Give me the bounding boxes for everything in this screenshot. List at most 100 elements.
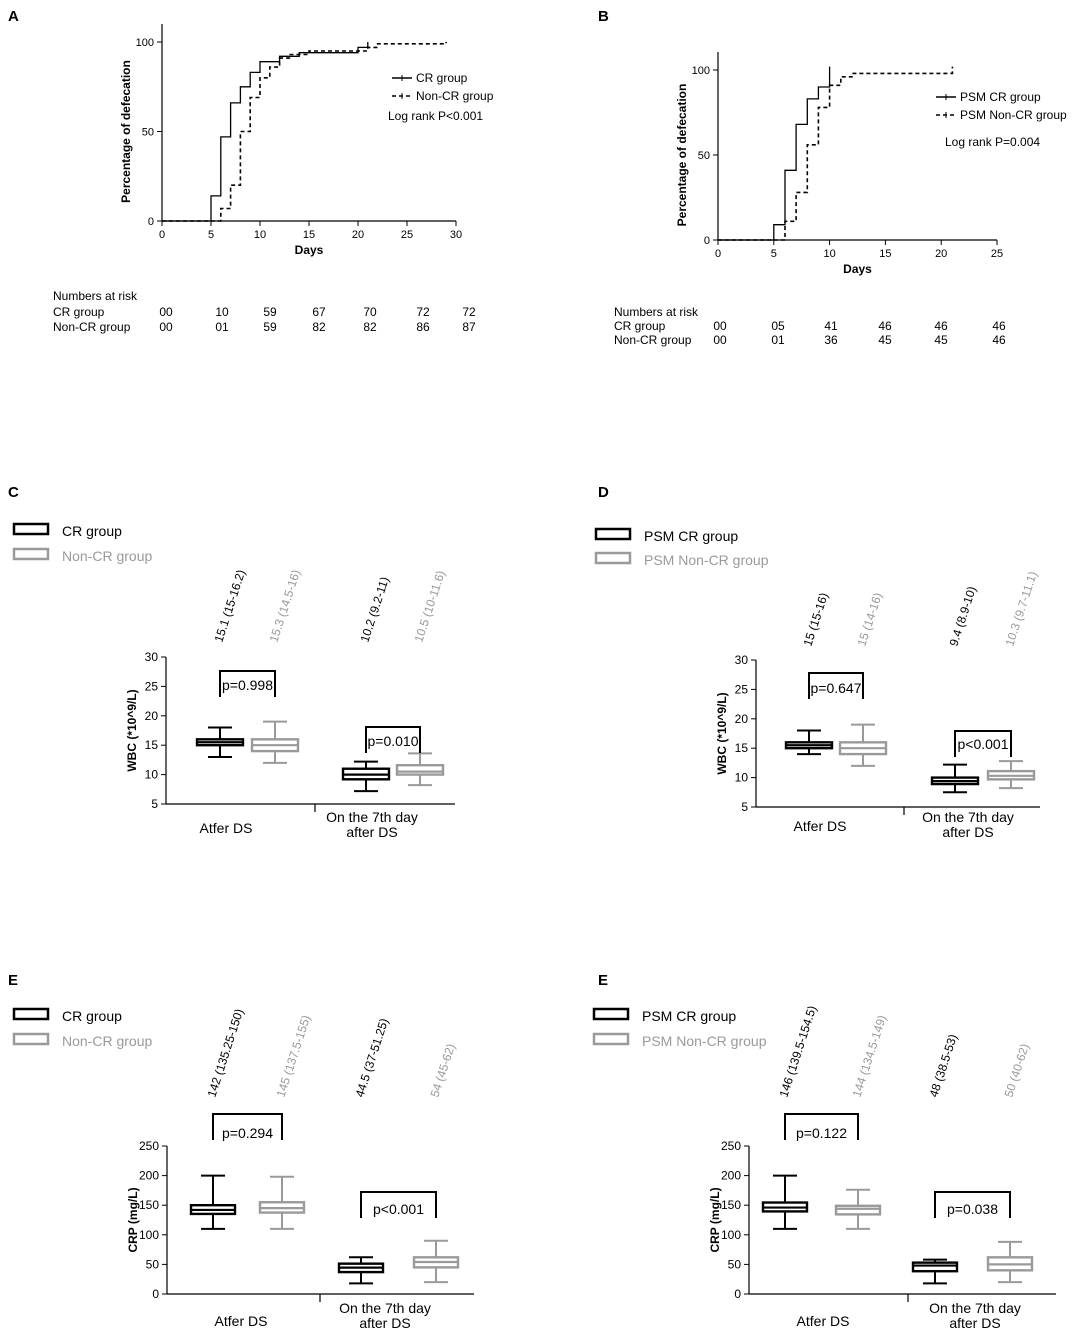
log-rank-annotation: Log rank P=0.004 — [945, 135, 1040, 149]
km-series-cr-group — [162, 42, 369, 222]
box-value-label: 44.5 (37-51.25) — [353, 1017, 392, 1099]
legend-swatch — [594, 551, 632, 565]
x-category-label-line: On the 7th day — [339, 1300, 431, 1316]
box-value-label: 142 (135.25-150) — [205, 1007, 247, 1099]
box-value-label: 9.4 (8.9-10) — [947, 585, 979, 648]
box-value-label: 15 (15-16) — [801, 591, 831, 648]
risk-table-cell: 00 — [159, 320, 173, 334]
box-psm-cr-group-after-ds: 146 (139.5-154.5) — [761, 1004, 819, 1230]
panel-letter-4: E — [8, 972, 18, 989]
x-tick-label: 5 — [771, 248, 777, 260]
box-non-cr-group-day7: 54 (45-62) — [412, 1042, 460, 1284]
y-tick-label: 0 — [734, 1287, 741, 1301]
box-value-label: 15 (14-16) — [855, 591, 885, 648]
box-value-label: 54 (45-62) — [428, 1042, 458, 1099]
p-value-bracket — [784, 1113, 859, 1140]
y-tick-label: 50 — [698, 150, 710, 162]
p-value-bracket — [808, 672, 864, 699]
x-tick-label: 20 — [935, 248, 947, 260]
legend-label: PSM Non-CR group — [960, 108, 1067, 122]
risk-table-cell: 10 — [215, 305, 229, 319]
x-category-label-line: after DS — [942, 824, 993, 840]
box-value-label: 145 (137.5-155) — [274, 1013, 314, 1099]
box-non-cr-group-day7: 10.5 (10-11.6) — [395, 569, 448, 787]
p-value-label: p=0.647 — [811, 680, 862, 696]
legend-label: PSM CR group — [960, 90, 1041, 104]
x-category-label: On the 7th day after DS — [339, 1300, 431, 1331]
y-tick-label: 150 — [721, 1198, 741, 1212]
box-chart-1: CR group Non-CR group 5 10 15 20 25 30 WBC (*10^… — [12, 522, 455, 840]
x-category-label-line: after DS — [949, 1315, 1000, 1331]
legend-label: CR group — [62, 523, 122, 539]
x-category-label: On the 7th day after DS — [922, 809, 1014, 840]
legend-swatch — [592, 1032, 630, 1046]
p-value-label: p=0.010 — [368, 733, 419, 749]
y-tick-label: 15 — [735, 741, 749, 755]
y-tick-label: 250 — [721, 1139, 741, 1153]
x-axis-label: Days — [843, 262, 872, 276]
y-axis-label: CRP (mg/L) — [126, 1187, 140, 1252]
risk-table-cell: 46 — [878, 319, 892, 333]
risk-table-cell: 45 — [934, 333, 948, 347]
y-tick-label: 25 — [145, 679, 159, 693]
risk-table-cell: 70 — [363, 305, 377, 319]
box-psm-non-cr-group-after-ds: 144 (134.5-149) — [834, 1013, 889, 1230]
box-chart-4: PSM CR group PSM Non-CR group 0 50 100 150 200… — [592, 1004, 1056, 1331]
y-tick-label: 50 — [142, 127, 154, 139]
panel-letter-5: E — [598, 972, 608, 989]
y-tick-label: 10 — [735, 771, 749, 785]
km-series-psm-cr-group — [718, 66, 831, 241]
box-chart-3: CR group Non-CR group 0 50 100 150 200 250 CRP (… — [12, 1007, 474, 1331]
box-cr-group-day7: 10.2 (9.2-11) — [341, 575, 392, 793]
y-tick-label: 50 — [146, 1257, 160, 1271]
legend-label: Non-CR group — [62, 548, 152, 564]
box-iqr — [911, 1261, 959, 1273]
y-tick-label: 100 — [136, 37, 154, 49]
x-category-label: Atfer DS — [794, 818, 847, 834]
y-tick-label: 200 — [139, 1169, 159, 1183]
y-tick-label: 25 — [735, 682, 749, 696]
p-value-label: p=0.122 — [796, 1125, 847, 1141]
risk-table-cell: 46 — [992, 333, 1006, 347]
risk-table-cell: 41 — [824, 319, 838, 333]
p-value-label: p=0.998 — [222, 677, 273, 693]
y-tick-label: 50 — [728, 1257, 742, 1271]
km-series-psm-non-cr-group — [718, 66, 954, 241]
x-tick-label: 0 — [715, 248, 721, 260]
box-non-cr-group-after-ds: 145 (137.5-155) — [258, 1013, 314, 1230]
legend-label: PSM CR group — [642, 1008, 736, 1024]
panel-letter-0: A — [8, 8, 19, 25]
p-value-label: p<0.001 — [373, 1201, 424, 1217]
box-cr-group-after-ds: 142 (135.25-150) — [189, 1007, 247, 1230]
risk-table-cell: 01 — [215, 320, 229, 334]
y-tick-label: 0 — [148, 216, 154, 228]
panel-letter-1: B — [598, 8, 609, 25]
x-tick-label: 15 — [879, 248, 891, 260]
x-tick-label: 20 — [352, 229, 364, 241]
box-non-cr-group-after-ds: 15.3 (14.5-16) — [250, 568, 303, 764]
y-tick-label: 5 — [151, 797, 158, 811]
legend-swatch — [12, 1032, 50, 1046]
box-iqr — [834, 1204, 882, 1216]
p-value-label: p=0.038 — [947, 1201, 998, 1217]
legend-swatch — [594, 527, 632, 541]
p-value-label: p<0.001 — [958, 736, 1009, 752]
box-value-label: 50 (40-62) — [1002, 1042, 1032, 1099]
p-value-bracket — [360, 1191, 437, 1218]
y-tick-label: 0 — [152, 1287, 159, 1301]
box-value-label: 15.1 (15-16.2) — [212, 568, 249, 644]
x-category-label: On the 7th day after DS — [929, 1300, 1021, 1331]
box-cr-group-day7: 44.5 (37-51.25) — [337, 1017, 392, 1285]
p-value-bracket — [219, 670, 276, 697]
legend-swatch — [12, 1007, 50, 1021]
risk-table-row-label: Non-CR group — [614, 333, 692, 347]
y-tick-label: 30 — [735, 653, 749, 667]
risk-table-cell: 87 — [462, 320, 476, 334]
y-axis-label: Percentage of defecation — [675, 84, 689, 227]
y-tick-label: 100 — [139, 1228, 159, 1242]
risk-table-cell: 00 — [713, 319, 727, 333]
y-tick-label: 5 — [741, 800, 748, 814]
y-tick-label: 30 — [145, 650, 159, 664]
y-tick-label: 20 — [735, 712, 749, 726]
